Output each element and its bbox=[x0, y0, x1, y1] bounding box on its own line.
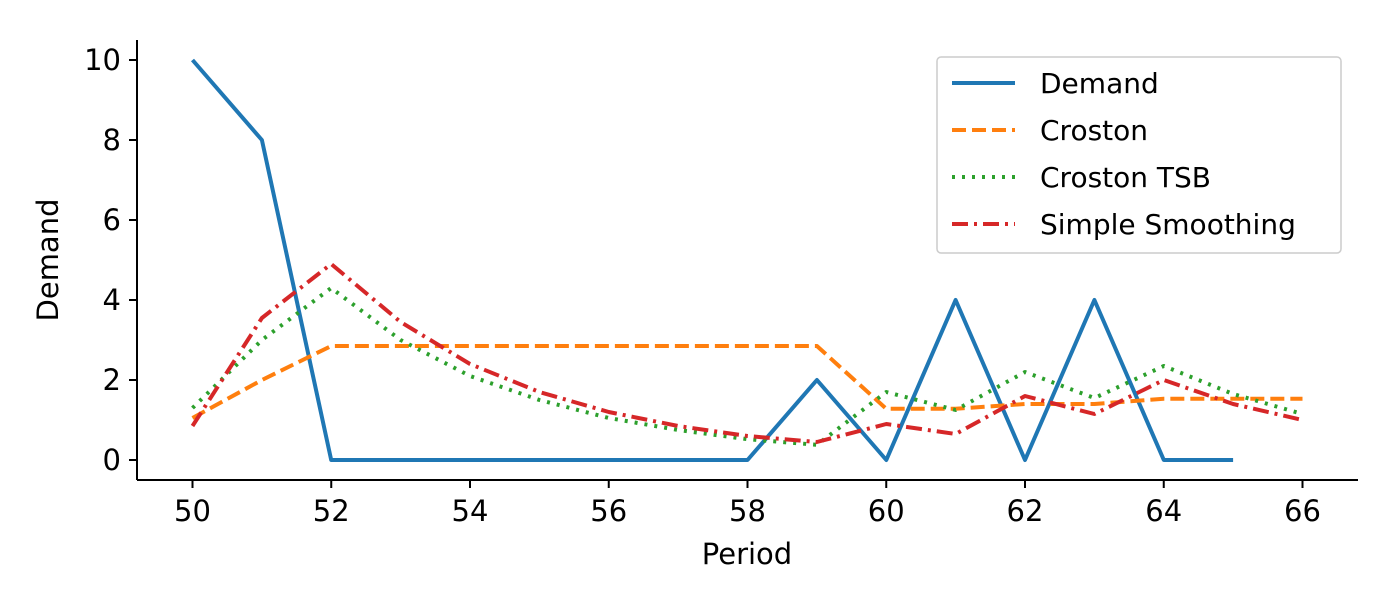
y-ticks: 0 2 4 6 8 10 bbox=[84, 43, 137, 477]
x-tick-label: 52 bbox=[313, 494, 350, 528]
legend-box bbox=[936, 56, 1342, 254]
x-axis-label: Period bbox=[702, 537, 792, 571]
legend-item: Demand bbox=[952, 67, 1159, 100]
legend-item: Croston TSB bbox=[952, 161, 1211, 194]
x-tick-label: 54 bbox=[452, 494, 489, 528]
axes: 50 52 54 56 58 60 62 64 66 0 2 4 6 8 10 bbox=[84, 40, 1358, 528]
series-line-simple-smoothing bbox=[190, 262, 1303, 444]
y-tick-label: 8 bbox=[103, 123, 121, 157]
y-tick-label: 2 bbox=[103, 363, 121, 397]
x-tick-label: 56 bbox=[590, 494, 627, 528]
series-line-demand bbox=[190, 58, 1234, 462]
legend-item: Simple Smoothing bbox=[952, 208, 1296, 241]
x-tick-label: 50 bbox=[174, 494, 211, 528]
x-ticks: 50 52 54 56 58 60 62 64 66 bbox=[174, 480, 1321, 528]
series-line-croston bbox=[191, 344, 1303, 420]
y-tick-label: 10 bbox=[84, 43, 121, 77]
legend-item: Croston bbox=[952, 114, 1148, 147]
x-tick-label: 64 bbox=[1145, 494, 1182, 528]
x-tick-label: 58 bbox=[729, 494, 766, 528]
legend-items: Demand Croston Croston TSB Simple Smoothing bbox=[952, 67, 1296, 241]
legend-label: Simple Smoothing bbox=[1040, 208, 1296, 241]
y-tick-label: 0 bbox=[103, 443, 121, 477]
y-tick-label: 6 bbox=[103, 203, 121, 237]
y-axis-label: Demand bbox=[31, 199, 65, 322]
y-tick-label: 4 bbox=[103, 283, 121, 317]
x-tick-label: 62 bbox=[1007, 494, 1044, 528]
x-tick-label: 60 bbox=[868, 494, 905, 528]
legend: Demand Croston Croston TSB Simple Smoothing bbox=[936, 56, 1342, 254]
series-line-croston-tsb bbox=[191, 286, 1304, 447]
legend-label: Croston bbox=[1040, 114, 1148, 147]
x-tick-label: 66 bbox=[1284, 494, 1321, 528]
legend-label: Demand bbox=[1040, 67, 1159, 100]
series-lines bbox=[190, 58, 1304, 462]
legend-label: Croston TSB bbox=[1040, 161, 1211, 194]
